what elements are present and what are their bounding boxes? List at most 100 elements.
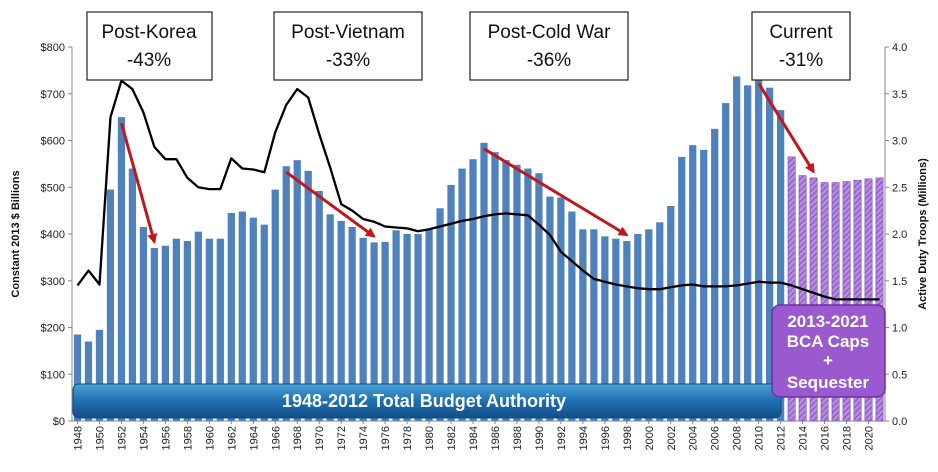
x-tick-label: 1952 [116, 426, 128, 450]
y-tick-label: $500 [41, 182, 65, 194]
budget-bar [689, 145, 697, 422]
budget-bar [359, 237, 367, 421]
budget-bar [491, 152, 499, 421]
active-duty-troops-line [76, 79, 880, 301]
y-tick-label: $800 [41, 42, 65, 54]
budget-bar [216, 238, 224, 421]
era-change: -43% [127, 50, 171, 71]
budget-bar [370, 242, 378, 421]
y2-tick-labels: 0.0 0.5 1.0 1.5 2.0 2.5 3.0 3.5 4.0 [885, 42, 907, 428]
budget-bar [557, 197, 565, 421]
x-tick-label: 2014 [798, 426, 810, 450]
projection-bar [853, 179, 862, 422]
budget-bar [623, 241, 631, 421]
decline-arrows [119, 82, 815, 244]
x-tick-label: 1990 [534, 426, 546, 450]
era-box [469, 11, 629, 81]
y2-tick-label: 3.5 [892, 89, 907, 101]
budget-bar [612, 238, 620, 421]
y-tick-labels: $0 $100 $200 $300 $400 $500 $600 $700 $800 [41, 42, 72, 428]
budget-bar [73, 334, 82, 421]
x-tick-label: 1986 [490, 426, 502, 450]
y-tick-label: $600 [41, 136, 65, 148]
projection-bar [831, 182, 840, 422]
budget-bar [161, 245, 170, 421]
era-box [86, 11, 213, 81]
budget-bar [447, 184, 455, 421]
x-tick-label: 1978 [402, 426, 414, 450]
budget-bar [568, 211, 576, 421]
budget-bar [546, 196, 554, 421]
budget-bar [535, 173, 543, 421]
budget-bar [502, 160, 510, 421]
budget-bar [117, 117, 126, 421]
y-tick-label: $0 [53, 416, 65, 428]
y2-tick-label: 1.0 [892, 323, 907, 335]
budget-bar [172, 238, 180, 421]
x-tick-label: 1954 [138, 426, 150, 450]
era-box [751, 11, 851, 81]
x-tick-label: 2008 [732, 426, 744, 450]
y2-tick-label: 2.5 [892, 182, 907, 194]
bca-line-1: 2013-2021 [787, 312, 868, 331]
x-tick-label: 1974 [358, 426, 370, 450]
bca-projection-box: 2013-2021 BCA Caps + Sequester [771, 304, 886, 398]
budget-bar [436, 208, 444, 421]
budget-bar [238, 211, 246, 421]
x-tick-label: 1988 [512, 426, 524, 450]
budget-bar [601, 236, 609, 421]
era-title: Current [769, 22, 833, 43]
x-tick-label: 2016 [820, 426, 832, 450]
budget-bar [282, 166, 290, 421]
y2-tick-label: 4.0 [892, 42, 907, 54]
x-tick-label: 1980 [424, 426, 436, 450]
budget-bar [634, 234, 642, 421]
budget-bar [128, 168, 137, 421]
x-tick-label: 1992 [556, 426, 568, 450]
x-tick-label: 2018 [842, 426, 854, 450]
banner-label: 1948-2012 Total Budget Authority [282, 391, 566, 411]
x-tick-label: 1998 [622, 426, 634, 450]
budget-bar [403, 234, 411, 421]
budget-bar [293, 160, 301, 421]
budget-bar [95, 329, 104, 421]
budget-bar [524, 168, 532, 421]
x-tick-label: 2010 [754, 426, 766, 450]
x-tick-label: 2020 [864, 426, 876, 450]
budget-bar [260, 224, 268, 421]
era-post-korea: Post-Korea -43% [86, 11, 213, 81]
era-post-vietnam: Post-Vietnam -33% [273, 11, 423, 81]
budget-bar [766, 87, 774, 422]
bca-line-2: BCA Caps [787, 332, 870, 351]
budget-bar [667, 205, 675, 421]
y2-tick-label: 1.5 [892, 276, 907, 288]
budget-bar [469, 159, 477, 421]
budget-bar [645, 229, 653, 421]
y2-axis-label: Active Duty Troops (Millions) [917, 158, 929, 310]
x-tick-label: 1964 [248, 426, 260, 450]
budget-bar [458, 168, 466, 421]
era-title: Post-Vietnam [291, 22, 405, 43]
budget-bar [205, 238, 213, 421]
budget-bar [348, 226, 356, 421]
budget-bar [755, 77, 763, 421]
budget-bar [744, 85, 752, 422]
budget-bar [194, 231, 202, 421]
x-tick-label: 1982 [446, 426, 458, 450]
x-tick-label: 2012 [776, 426, 788, 450]
x-tick-label: 1960 [204, 426, 216, 450]
x-tick-label: 1968 [292, 426, 304, 450]
era-change: -31% [779, 50, 823, 71]
budget-bar [150, 248, 159, 421]
budget-bar [392, 230, 400, 421]
budget-bar [381, 241, 389, 421]
decline-arrow [285, 171, 376, 238]
y2-tick-label: 0.0 [892, 416, 907, 428]
budget-bar [722, 103, 730, 421]
decline-arrow [757, 82, 815, 174]
budget-bar [337, 220, 345, 421]
budget-bar [139, 226, 148, 421]
x-tick-label: 1970 [314, 426, 326, 450]
